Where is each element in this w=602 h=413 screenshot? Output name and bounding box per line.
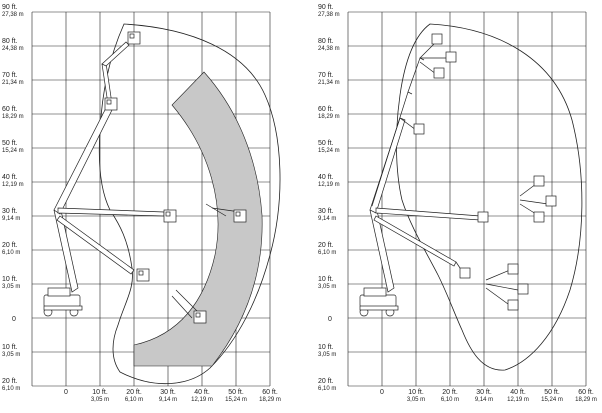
y-tick-label-ft: 80 ft. — [318, 38, 334, 45]
diagram-left: 90 ft.27,38 m 80 ft.24,38 m 70 ft.21,34 m 6… — [2, 4, 281, 403]
x-tick-label-m: 6,10 m — [441, 397, 459, 403]
x-tick-label-ft: 60 ft. — [262, 389, 278, 396]
y-tick-label-ft: 80 ft. — [2, 38, 18, 45]
y-tick-label-m: 15,24 m — [318, 148, 340, 154]
y-tick-label-m: 3,05 m — [2, 352, 20, 358]
y-tick-label-ft: 20 ft. — [318, 242, 334, 249]
x-tick-label-m: 18,29 m — [259, 397, 281, 403]
x-tick-label-ft: 60 ft. — [578, 389, 594, 396]
y-tick-label-ft: 40 ft. — [2, 174, 18, 181]
x-axis-labels-right: 0 10 ft.3,05 m 20 ft.6,10 m 30 ft.9,14 m 40 … — [380, 389, 597, 403]
x-tick-label-ft: 0 — [64, 389, 68, 396]
y-tick-label-ft: 70 ft. — [318, 72, 334, 79]
y-tick-label-ft: 20 ft. — [2, 242, 18, 249]
y-tick-label-ft: 10 ft. — [318, 276, 334, 283]
x-tick-label-m: 12,19 m — [507, 397, 529, 403]
machine-base-left — [43, 287, 83, 317]
y-tick-label-ft: 10 ft. — [318, 344, 334, 351]
y-tick-label-m: 3,05 m — [318, 352, 336, 358]
y-tick-label-m: 24,38 m — [2, 46, 24, 52]
y-tick-label-m: 3,05 m — [2, 284, 20, 290]
x-tick-label-m: 15,24 m — [225, 397, 247, 403]
y-tick-label-m: 3,05 m — [318, 284, 336, 290]
x-tick-label-ft: 0 — [380, 389, 384, 396]
y-axis-labels-right: 90 ft.27,38 m 80 ft.24,38 m 70 ft.21,34 m 6… — [318, 4, 340, 392]
x-tick-label-m: 3,05 m — [91, 397, 109, 403]
machine-base-right — [359, 287, 399, 317]
x-tick-label-ft: 20 ft. — [126, 389, 142, 396]
y-tick-label-ft: 20 ft. — [318, 378, 334, 385]
y-tick-label-ft: 50 ft. — [2, 140, 18, 147]
x-tick-label-m: 6,10 m — [125, 397, 143, 403]
y-tick-label-ft: 0 — [328, 316, 332, 323]
y-tick-label-ft: 10 ft. — [2, 344, 18, 351]
boom-lines-right — [369, 43, 549, 305]
y-tick-label-m: 18,29 m — [318, 114, 340, 120]
x-tick-label-m: 15,24 m — [541, 397, 563, 403]
platforms-left — [104, 31, 247, 324]
y-tick-label-ft: 20 ft. — [2, 378, 18, 385]
diagram-right: 90 ft.27,38 m 80 ft.24,38 m 70 ft.21,34 m 6… — [318, 4, 597, 403]
y-tick-label-m: 24,38 m — [318, 46, 340, 52]
x-tick-label-m: 12,19 m — [191, 397, 213, 403]
y-tick-label-ft: 10 ft. — [2, 276, 18, 283]
x-tick-label-m: 18,29 m — [575, 397, 597, 403]
y-tick-label-ft: 70 ft. — [2, 72, 18, 79]
y-tick-label-ft: 30 ft. — [2, 208, 18, 215]
y-tick-label-m: 9,14 m — [2, 216, 20, 222]
x-tick-label-ft: 30 ft. — [160, 389, 176, 396]
platforms-right — [413, 33, 557, 311]
x-tick-label-ft: 50 ft. — [228, 389, 244, 396]
x-tick-label-ft: 50 ft. — [544, 389, 560, 396]
y-tick-label-m: 21,34 m — [318, 80, 340, 86]
y-tick-label-m: 27,38 m — [2, 12, 24, 18]
x-tick-label-ft: 30 ft. — [476, 389, 492, 396]
y-tick-label-m: 15,24 m — [2, 148, 24, 154]
y-tick-label-m: 6,10 m — [2, 386, 20, 392]
x-tick-label-m: 9,14 m — [159, 397, 177, 403]
restricted-zone-shade — [133, 71, 263, 367]
y-tick-label-m: 27,38 m — [318, 12, 340, 18]
x-tick-label-ft: 10 ft. — [408, 389, 424, 396]
y-tick-label-m: 21,34 m — [2, 80, 24, 86]
x-tick-label-ft: 40 ft. — [194, 389, 210, 396]
y-tick-label-m: 6,10 m — [318, 250, 336, 256]
y-tick-label-m: 9,14 m — [318, 216, 336, 222]
y-tick-label-ft: 40 ft. — [318, 174, 334, 181]
x-tick-label-ft: 20 ft. — [442, 389, 458, 396]
y-tick-label-ft: 90 ft. — [318, 4, 334, 11]
reach-envelope-left — [98, 23, 281, 385]
y-tick-label-ft: 60 ft. — [2, 106, 18, 113]
y-tick-label-ft: 60 ft. — [318, 106, 334, 113]
y-tick-label-m: 6,10 m — [2, 250, 20, 256]
y-tick-label-m: 18,29 m — [2, 114, 24, 120]
y-tick-label-ft: 30 ft. — [318, 208, 334, 215]
y-tick-label-ft: 50 ft. — [318, 140, 334, 147]
x-tick-label-ft: 10 ft. — [92, 389, 108, 396]
x-tick-label-ft: 40 ft. — [510, 389, 526, 396]
x-tick-label-m: 9,14 m — [475, 397, 493, 403]
y-tick-label-ft: 0 — [12, 316, 16, 323]
x-axis-labels-left: 0 10 ft.3,05 m 20 ft.6,10 m 30 ft.9,14 m 40 … — [64, 389, 281, 403]
y-tick-label-m: 12,19 m — [2, 182, 24, 188]
y-axis-labels-left: 90 ft.27,38 m 80 ft.24,38 m 70 ft.21,34 m 6… — [2, 4, 24, 392]
y-tick-label-m: 6,10 m — [318, 386, 336, 392]
y-tick-label-m: 12,19 m — [318, 182, 340, 188]
y-tick-label-ft: 90 ft. — [2, 4, 18, 11]
x-tick-label-m: 3,05 m — [407, 397, 425, 403]
boom-lines-left — [53, 41, 241, 319]
